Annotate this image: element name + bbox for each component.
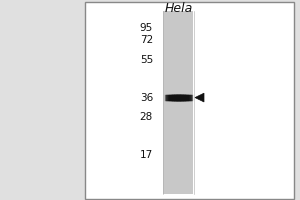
Text: 28: 28 [140, 112, 153, 122]
Bar [85, 2, 294, 199]
Text: Hela: Hela [164, 2, 193, 15]
Text: 72: 72 [140, 35, 153, 45]
Polygon shape [195, 93, 204, 102]
Bar [164, 11, 194, 194]
Text: 17: 17 [140, 150, 153, 160]
Text: 36: 36 [140, 93, 153, 103]
Text: 55: 55 [140, 55, 153, 65]
Text: 95: 95 [140, 23, 153, 33]
